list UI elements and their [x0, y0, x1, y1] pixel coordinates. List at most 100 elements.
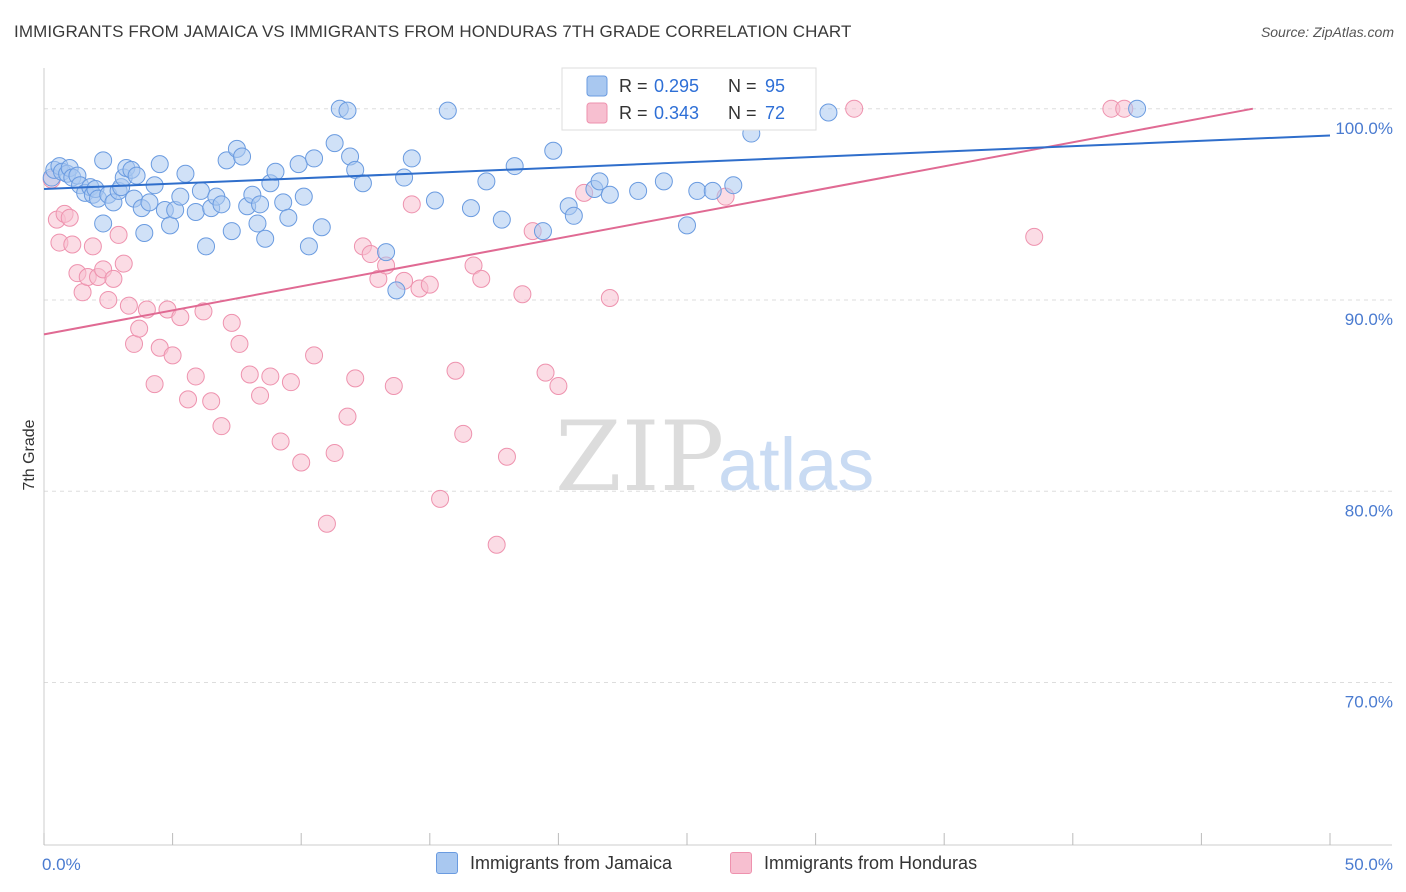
honduras-point-56 [472, 269, 491, 288]
watermark: ZIP atlas [555, 401, 874, 513]
jamaica-point-66 [387, 281, 406, 300]
jamaica-point-84 [678, 216, 696, 235]
honduras-point-62 [549, 377, 568, 395]
jamaica-point-64 [353, 174, 372, 193]
honduras-point-23 [163, 346, 182, 365]
legend-honduras-n-value: 72 [765, 103, 785, 123]
jamaica-point-68 [402, 149, 421, 168]
bottom-legend: Immigrants from Jamaica Immigrants from … [0, 852, 1406, 878]
legend-honduras-r-value: 0.343 [654, 103, 699, 123]
jamaica-point-85 [688, 181, 707, 200]
jamaica-point-29 [150, 155, 169, 174]
trend-lines [43, 107, 1331, 336]
legend-jamaica-n-value: 95 [765, 76, 785, 96]
chart-title: IMMIGRANTS FROM JAMAICA VS IMMIGRANTS FR… [14, 22, 852, 41]
jamaica-point-49 [256, 229, 275, 248]
bottom-legend-jamaica: Immigrants from Jamaica [436, 852, 672, 874]
honduras-point-64 [600, 289, 619, 308]
honduras-point-58 [497, 447, 516, 466]
jamaica-point-63 [346, 160, 365, 179]
honduras-point-28 [202, 392, 221, 411]
honduras-point-59 [513, 285, 532, 304]
legend-honduras-swatch [586, 102, 608, 124]
jamaica-point-94 [1128, 99, 1147, 118]
honduras-point-54 [454, 424, 473, 443]
jamaica-point-81 [600, 185, 619, 204]
honduras-point-41 [338, 407, 357, 426]
honduras-point-13 [104, 269, 123, 288]
honduras-point-39 [317, 514, 336, 533]
honduras-point-47 [384, 377, 403, 395]
jamaica-point-24 [127, 166, 146, 185]
jamaica-point-52 [274, 193, 293, 212]
honduras-point-14 [109, 225, 128, 244]
jamaica-point-55 [294, 187, 313, 206]
x-tick-label-1: 50.0% [1345, 855, 1393, 874]
source-label: Source: ZipAtlas.com [1260, 24, 1394, 40]
jamaica-point-65 [377, 243, 396, 262]
jamaica-point-61 [338, 101, 357, 120]
honduras-point-37 [292, 453, 311, 472]
honduras-point-42 [346, 369, 365, 388]
jamaica-point-59 [325, 134, 344, 153]
y-tick-label-1: 90.0% [1345, 310, 1393, 329]
jamaica-point-36 [191, 181, 210, 200]
jamaica-point-69 [425, 191, 444, 210]
honduras-point-38 [305, 346, 324, 365]
honduras-point-27 [194, 302, 213, 321]
legend-honduras-n-label: N = [728, 103, 757, 123]
honduras-point-5 [63, 235, 82, 254]
jamaica-point-53 [279, 208, 298, 227]
jamaica-point-87 [703, 181, 722, 200]
honduras-point-26 [186, 367, 205, 386]
bottom-legend-honduras: Immigrants from Honduras [730, 852, 977, 874]
legend-jamaica-r-label: R = [619, 76, 648, 96]
y-tick-label-3: 70.0% [1345, 693, 1393, 712]
jamaica-point-15 [94, 151, 113, 170]
jamaica-point-54 [289, 155, 308, 174]
honduras-points [42, 90, 1134, 554]
x-tick-labels: 0.0% 50.0% [42, 855, 1393, 874]
honduras-trend-line [43, 107, 1254, 336]
legend-jamaica-n-label: N = [728, 76, 757, 96]
honduras-point-49 [402, 195, 421, 214]
honduras-point-40 [325, 443, 344, 462]
axes [43, 68, 1392, 846]
honduras-point-33 [251, 386, 270, 405]
jamaica-point-47 [248, 214, 267, 233]
bottom-legend-jamaica-swatch [436, 852, 458, 874]
jamaica-point-70 [438, 101, 457, 120]
honduras-point-25 [179, 390, 198, 409]
honduras-point-57 [487, 535, 506, 554]
jamaica-point-48 [251, 195, 270, 214]
legend-box: R = 0.295 N = 95 R = 0.343 N = 72 [561, 67, 817, 131]
honduras-point-18 [130, 319, 149, 338]
honduras-point-44 [361, 245, 380, 264]
jamaica-point-44 [233, 147, 252, 166]
jamaica-point-31 [161, 216, 180, 235]
jamaica-point-14 [94, 214, 113, 233]
jamaica-point-83 [654, 172, 673, 191]
watermark-atlas: atlas [718, 423, 874, 506]
bottom-legend-jamaica-label: Immigrants from Jamaica [470, 852, 673, 873]
honduras-point-12 [99, 290, 118, 309]
jamaica-point-93 [819, 103, 838, 122]
jamaica-point-51 [266, 162, 285, 181]
honduras-point-45 [369, 269, 388, 288]
jamaica-point-80 [590, 172, 609, 191]
y-tick-label-0: 100.0% [1335, 119, 1393, 138]
honduras-point-61 [536, 363, 555, 382]
honduras-point-4 [60, 208, 79, 227]
jamaica-point-57 [305, 149, 324, 168]
jamaica-point-78 [564, 206, 583, 225]
legend-jamaica-swatch [586, 75, 608, 97]
watermark-zip: ZIP [555, 401, 724, 513]
honduras-point-20 [145, 375, 164, 394]
jamaica-point-34 [176, 164, 195, 183]
jamaica-point-42 [222, 222, 241, 241]
bottom-legend-honduras-label: Immigrants from Honduras [764, 852, 978, 873]
legend-jamaica-r-value: 0.295 [654, 76, 699, 96]
honduras-point-24 [171, 308, 190, 327]
honduras-point-35 [271, 432, 290, 451]
